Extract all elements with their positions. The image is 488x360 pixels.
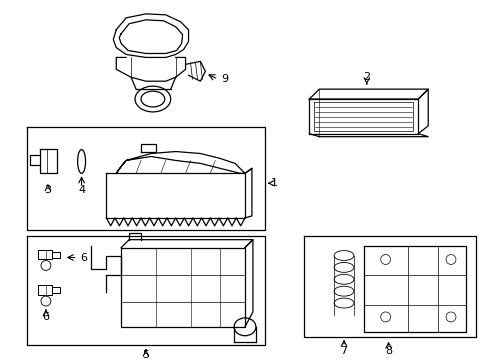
Text: 2: 2	[363, 72, 369, 82]
Text: 7: 7	[340, 346, 347, 356]
Text: 8: 8	[384, 346, 391, 356]
Text: 4: 4	[78, 185, 85, 195]
Text: 1: 1	[271, 178, 278, 188]
Text: 5: 5	[142, 350, 149, 360]
Text: 6: 6	[80, 252, 87, 262]
Text: 9: 9	[221, 74, 228, 84]
Text: 3: 3	[44, 185, 51, 195]
Text: 6: 6	[42, 312, 49, 322]
